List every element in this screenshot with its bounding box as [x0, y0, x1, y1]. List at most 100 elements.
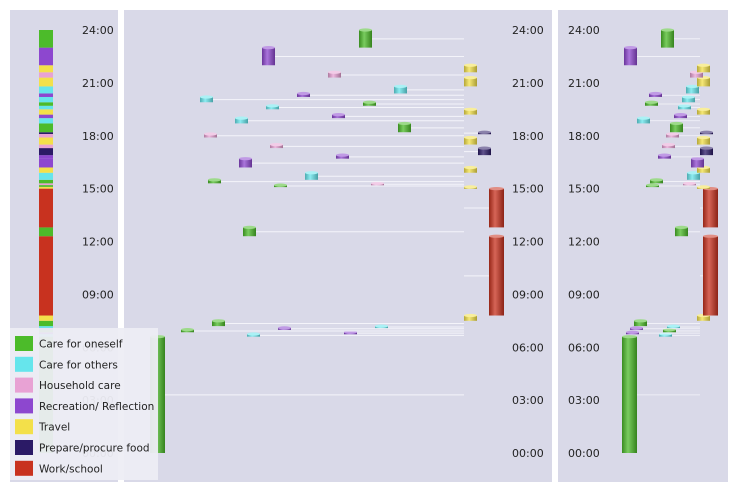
- cylinder-cap: [630, 326, 643, 330]
- cylinder-cap: [371, 181, 384, 185]
- cylinder-cap: [359, 28, 372, 32]
- activity-cylinder: [697, 167, 710, 173]
- cylinder-cap: [247, 332, 260, 336]
- tick-label: 24:00: [512, 24, 544, 37]
- stacked-bar-segment: [39, 47, 53, 66]
- activity-cylinder: [204, 133, 217, 138]
- activity-cylinder: [691, 158, 704, 168]
- cylinder-cap: [697, 107, 710, 111]
- cylinder-cap: [691, 157, 704, 161]
- activity-cylinder: [243, 227, 256, 237]
- activity-cylinder: [489, 188, 504, 228]
- tick-label: 21:00: [82, 77, 114, 90]
- activity-cylinder: [622, 336, 637, 453]
- cylinder-cap: [464, 165, 477, 170]
- tick-label: 12:00: [82, 236, 114, 249]
- activity-cylinder: [208, 179, 221, 184]
- cylinder-cap: [666, 132, 679, 136]
- stacked-bar-segment: [39, 118, 53, 124]
- activity-cylinder: [266, 105, 279, 110]
- cylinder-cap: [208, 178, 221, 182]
- legend-background: [10, 328, 158, 480]
- legend-swatch: [15, 419, 33, 435]
- activity-cylinder: [666, 133, 679, 138]
- activity-cylinder: [336, 155, 349, 159]
- tick-label: 18:00: [82, 130, 114, 143]
- activity-cylinder: [239, 158, 252, 168]
- cylinder-cap: [624, 46, 637, 50]
- activity-cylinder: [697, 109, 710, 115]
- cylinder-cap: [645, 100, 658, 104]
- activity-cylinder: [634, 320, 647, 327]
- right-panel-background: [558, 10, 728, 482]
- stacked-bar-segment: [39, 158, 53, 168]
- activity-cylinder: [270, 144, 283, 149]
- cylinder-cap: [204, 132, 217, 136]
- cylinder-cap: [464, 63, 477, 67]
- stacked-bar-segment: [39, 315, 53, 321]
- activity-cylinder: [478, 148, 491, 156]
- legend-swatch: [15, 440, 33, 455]
- stacked-bar-segment: [39, 183, 53, 186]
- cylinder-cap: [686, 84, 699, 88]
- activity-cylinder: [235, 118, 248, 124]
- activity-cylinder: [670, 123, 683, 133]
- cylinder-cap: [650, 178, 663, 182]
- activity-cylinder: [678, 105, 691, 110]
- legend-swatch: [15, 336, 33, 351]
- stacked-bar-segment: [39, 72, 53, 78]
- stacked-bar-segment: [39, 132, 53, 134]
- activity-cylinder: [637, 118, 650, 124]
- tick-label: 00:00: [512, 447, 544, 460]
- stacked-bar-segment: [39, 102, 53, 106]
- cylinder-cap: [697, 185, 710, 189]
- cylinder-cap: [181, 328, 194, 332]
- tick-label: 15:00: [512, 183, 544, 196]
- cylinder-cap: [646, 183, 659, 187]
- tick-label: 03:00: [512, 394, 544, 407]
- activity-cylinder: [662, 144, 675, 149]
- cylinder-cap: [278, 326, 291, 330]
- cylinder-cap: [658, 153, 671, 157]
- cylinder-cap: [662, 142, 675, 147]
- tick-label: 12:00: [512, 236, 544, 249]
- cylinder-cap: [700, 130, 713, 134]
- cylinder-cap: [637, 116, 650, 120]
- activity-cylinder: [697, 315, 710, 321]
- tick-label: 24:00: [82, 24, 114, 37]
- stacked-bar-segment: [39, 185, 53, 187]
- stacked-bar-segment: [39, 109, 53, 115]
- cylinder-cap: [243, 225, 256, 229]
- activity-cylinder: [262, 47, 275, 66]
- legend: Care for oneself Care for others Household…: [10, 328, 158, 480]
- activity-cylinder: [703, 188, 718, 228]
- cylinder-cap: [266, 104, 279, 108]
- cylinder-cap: [235, 116, 248, 120]
- stacked-bar-segment: [39, 236, 53, 316]
- cylinder-cap: [375, 324, 388, 328]
- legend-label: Travel: [38, 422, 70, 434]
- activity-cylinder: [686, 86, 699, 94]
- stacked-bar-segment: [39, 144, 53, 149]
- cylinder-cap: [697, 135, 710, 140]
- tick-label: 03:00: [568, 394, 600, 407]
- activity-cylinder: [697, 137, 710, 145]
- activity-cylinder: [687, 172, 700, 180]
- stacked-bar-segment: [39, 137, 53, 145]
- stacked-bar-segment: [39, 65, 53, 73]
- activity-cylinder: [363, 102, 376, 106]
- activity-cylinder: [359, 30, 372, 48]
- stacked-bar-segment: [39, 179, 53, 184]
- stacked-bar-segment: [39, 167, 53, 173]
- cylinder-cap: [634, 319, 647, 323]
- activity-cylinder: [703, 236, 718, 316]
- tick-label: 00:00: [568, 447, 600, 460]
- stacked-bar-segment: [39, 86, 53, 94]
- cylinder-cap: [622, 335, 637, 339]
- activity-cylinder: [305, 172, 318, 180]
- activity-cylinder: [697, 65, 710, 73]
- tick-label: 24:00: [568, 24, 600, 37]
- activity-cylinder: [464, 137, 477, 145]
- stacked-bar-segment: [39, 105, 53, 110]
